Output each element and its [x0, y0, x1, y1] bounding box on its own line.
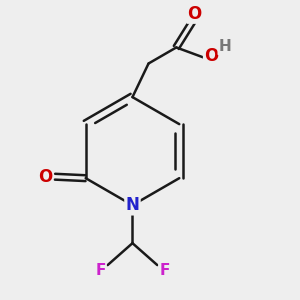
Text: F: F — [95, 263, 106, 278]
Text: O: O — [188, 4, 202, 22]
Text: O: O — [38, 168, 52, 186]
Text: H: H — [219, 39, 232, 54]
Text: N: N — [125, 196, 140, 214]
Text: O: O — [204, 47, 218, 65]
Text: F: F — [159, 263, 170, 278]
